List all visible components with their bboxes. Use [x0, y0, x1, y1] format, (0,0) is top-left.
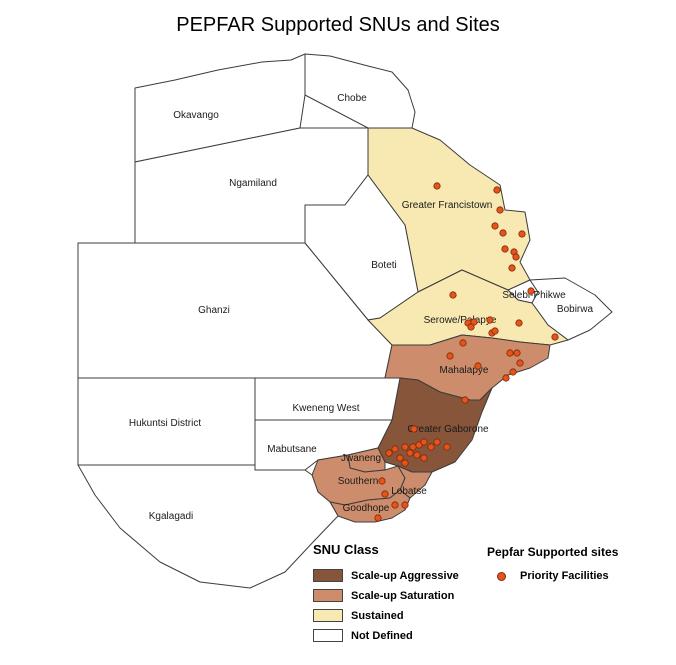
label-ngamiland: Ngamiland: [229, 178, 277, 189]
facility-marker[interactable]: [433, 182, 441, 190]
facility-marker[interactable]: [420, 438, 428, 446]
facility-marker[interactable]: [459, 339, 467, 347]
label-greater-francistown: Greater Francistown: [402, 200, 493, 211]
facility-marker[interactable]: [551, 333, 559, 341]
legend-label: Scale-up Aggressive: [351, 569, 459, 582]
facility-marker[interactable]: [496, 206, 504, 214]
priority-facilities: [374, 182, 559, 522]
facility-marker[interactable]: [449, 291, 457, 299]
facility-marker-icon: [497, 571, 506, 581]
facility-marker[interactable]: [509, 368, 517, 376]
label-boteti: Boteti: [371, 260, 397, 271]
region-lobatse[interactable]: [397, 465, 433, 499]
legend-label: Sustained: [351, 609, 404, 622]
legend-item-sustained: Sustained: [313, 609, 404, 622]
legend-snu-title: SNU Class: [313, 542, 379, 557]
facility-marker[interactable]: [396, 454, 404, 462]
label-jwaneng: Jwaneng: [341, 453, 381, 464]
facility-marker[interactable]: [491, 327, 499, 335]
facility-marker[interactable]: [427, 443, 435, 451]
legend-swatch: [313, 629, 343, 642]
facility-marker[interactable]: [512, 253, 520, 261]
label-southern: Southern: [338, 476, 379, 487]
facility-marker[interactable]: [486, 316, 494, 324]
label-okavango: Okavango: [173, 110, 219, 121]
facility-marker[interactable]: [433, 438, 441, 446]
facility-marker[interactable]: [401, 443, 409, 451]
facility-marker[interactable]: [381, 490, 389, 498]
label-serowe-palapye: Serowe/Palapye: [424, 315, 497, 326]
facility-marker[interactable]: [385, 449, 393, 457]
facility-marker[interactable]: [401, 459, 409, 467]
label-greater-gaborone: Greater Gaborone: [407, 424, 489, 435]
region-chobe[interactable]: [304, 53, 416, 129]
facility-marker[interactable]: [401, 501, 409, 509]
label-lobatse: Lobatse: [391, 486, 427, 497]
label-hukuntsi: Hukuntsi District: [129, 418, 201, 429]
facility-marker[interactable]: [420, 454, 428, 462]
facility-marker[interactable]: [513, 349, 521, 357]
legend-swatch: [313, 569, 343, 582]
facility-marker[interactable]: [516, 359, 524, 367]
facility-marker[interactable]: [374, 514, 382, 522]
legend-label: Scale-up Saturation: [351, 589, 455, 602]
label-mabutsane: Mabutsane: [267, 444, 317, 455]
facility-marker[interactable]: [410, 425, 418, 433]
facility-marker[interactable]: [446, 352, 454, 360]
facility-marker[interactable]: [461, 396, 469, 404]
legend-swatch: [313, 609, 343, 622]
legend-item-not-defined: Not Defined: [313, 629, 413, 642]
facility-marker[interactable]: [443, 443, 451, 451]
facility-marker[interactable]: [474, 362, 482, 370]
legend-label: Priority Facilities: [520, 570, 609, 582]
facility-marker[interactable]: [501, 245, 509, 253]
facility-marker[interactable]: [518, 230, 526, 238]
facility-marker[interactable]: [527, 287, 535, 295]
label-goodhope: Goodhope: [343, 503, 390, 514]
facility-marker[interactable]: [499, 229, 507, 237]
region-bobirwa[interactable]: [529, 277, 613, 341]
legend-label: Not Defined: [351, 629, 413, 642]
legend-item-scale-up-saturation: Scale-up Saturation: [313, 589, 454, 602]
facility-marker[interactable]: [409, 443, 417, 451]
facility-marker[interactable]: [491, 222, 499, 230]
label-chobe: Chobe: [337, 93, 367, 104]
facility-marker[interactable]: [378, 477, 386, 485]
facility-marker[interactable]: [391, 501, 399, 509]
legend-swatch: [313, 589, 343, 602]
legend-item-priority-facilities: Priority Facilities: [487, 570, 609, 582]
label-mahalapye: Mahalapye: [440, 365, 489, 376]
facility-marker[interactable]: [406, 449, 414, 457]
region-kgalagadi[interactable]: [77, 464, 339, 589]
label-kgalagadi: Kgalagadi: [149, 511, 193, 522]
legend-item-scale-up-aggressive: Scale-up Aggressive: [313, 569, 459, 582]
facility-marker[interactable]: [493, 186, 501, 194]
facility-marker[interactable]: [515, 319, 523, 327]
map-title: PEPFAR Supported SNUs and Sites: [176, 14, 500, 36]
label-ghanzi: Ghanzi: [198, 305, 230, 316]
facility-marker[interactable]: [391, 445, 399, 453]
facility-marker[interactable]: [470, 318, 478, 326]
facility-marker[interactable]: [413, 451, 421, 459]
facility-marker[interactable]: [502, 374, 510, 382]
facility-marker[interactable]: [508, 264, 516, 272]
legend-sites-title: Pepfar Supported sites: [487, 545, 619, 559]
label-selebi-phikwe: Selebi-Phikwe: [502, 290, 566, 301]
label-kweneng-west: Kweneng West: [292, 403, 359, 414]
label-bobirwa: Bobirwa: [557, 304, 594, 315]
facility-marker[interactable]: [506, 349, 514, 357]
